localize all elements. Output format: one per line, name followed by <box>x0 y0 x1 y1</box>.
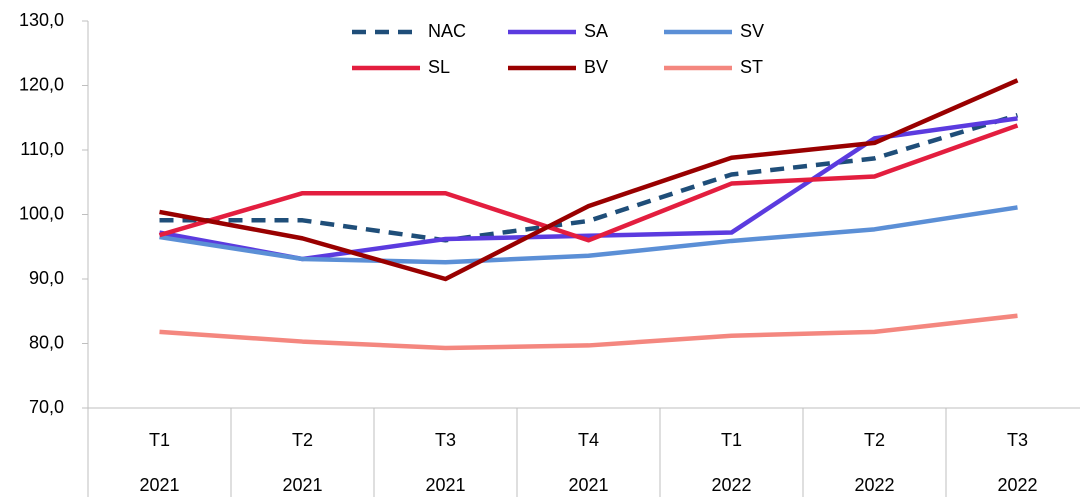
legend-label: NAC <box>428 21 466 41</box>
legend-label: ST <box>740 57 763 77</box>
y-tick-label: 90,0 <box>29 268 64 288</box>
y-tick-label: 100,0 <box>19 203 64 223</box>
series-line <box>159 113 1019 243</box>
x-tick-label: T3 <box>1007 430 1028 450</box>
series-line <box>159 313 1018 351</box>
series-line <box>159 205 1018 265</box>
series-line <box>158 123 1019 243</box>
x-tick-label-year: 2022 <box>854 475 894 495</box>
x-tick-label-year: 2021 <box>568 475 608 495</box>
x-tick-label: T2 <box>864 430 885 450</box>
x-tick-label: T3 <box>435 430 456 450</box>
x-tick-label-year: 2021 <box>282 475 322 495</box>
y-tick-label: 120,0 <box>19 74 64 94</box>
y-tick-label: 70,0 <box>29 397 64 417</box>
x-tick-label-year: 2022 <box>997 475 1037 495</box>
y-tick-label: 80,0 <box>29 332 64 352</box>
x-tick-label-year: 2022 <box>711 475 751 495</box>
y-tick-label: 110,0 <box>20 139 64 159</box>
legend-label: BV <box>584 57 608 77</box>
legend-label: SL <box>428 57 450 77</box>
y-tick-label: 130,0 <box>19 10 64 30</box>
x-tick-label-year: 2021 <box>139 475 179 495</box>
x-tick-label-year: 2021 <box>425 475 465 495</box>
legend-label: SA <box>584 21 608 41</box>
x-tick-label: T4 <box>578 430 599 450</box>
legend-label: SV <box>740 21 764 41</box>
x-tick-label: T1 <box>149 430 170 450</box>
x-tick-label: T2 <box>292 430 313 450</box>
series-line <box>159 78 1019 282</box>
x-tick-label: T1 <box>721 430 742 450</box>
